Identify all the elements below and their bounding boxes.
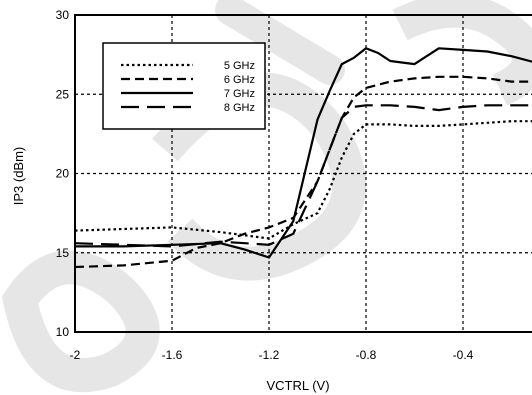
y-tick-label: 20 [56, 167, 70, 181]
watermark-stroke-e [392, 0, 532, 106]
x-tick-label: -1.6 [162, 348, 183, 362]
legend-box [102, 42, 266, 130]
x-tick-label: -0.4 [453, 348, 474, 362]
tick-labels: -2 -1.6 -1.2 -0.8 -0.4 10 15 20 25 30 [56, 8, 474, 362]
legend-label: 5 GHz [224, 60, 255, 72]
x-axis-title: VCTRL (V) [266, 378, 329, 393]
grid [75, 15, 532, 332]
x-tick-label: -2 [70, 348, 81, 362]
legend-label: 7 GHz [224, 88, 255, 100]
x-tick-label: -0.8 [356, 348, 377, 362]
y-tick-label: 25 [56, 87, 70, 101]
series-lines [74, 47, 532, 269]
y-axis-title: IP3 (dBm) [11, 147, 26, 206]
series-line-7-ghz [75, 47, 532, 259]
plot-border [74, 14, 532, 333]
watermark-stroke-l [215, 0, 345, 85]
x-tick-label: -1.2 [259, 348, 280, 362]
plot-frame [74, 14, 532, 333]
series-line-5-ghz [74, 120, 532, 240]
y-tick-label: 30 [56, 8, 70, 22]
legend: 5 GHz 6 GHz 7 GHz 8 GHz [102, 42, 266, 130]
legend-label: 8 GHz [224, 102, 255, 114]
watermark-stroke-o [1, 250, 160, 393]
legend-label: 6 GHz [224, 74, 255, 86]
y-tick-label: 10 [56, 325, 70, 339]
y-tick-label: 15 [56, 246, 70, 260]
series-line-8-ghz [74, 104, 532, 248]
